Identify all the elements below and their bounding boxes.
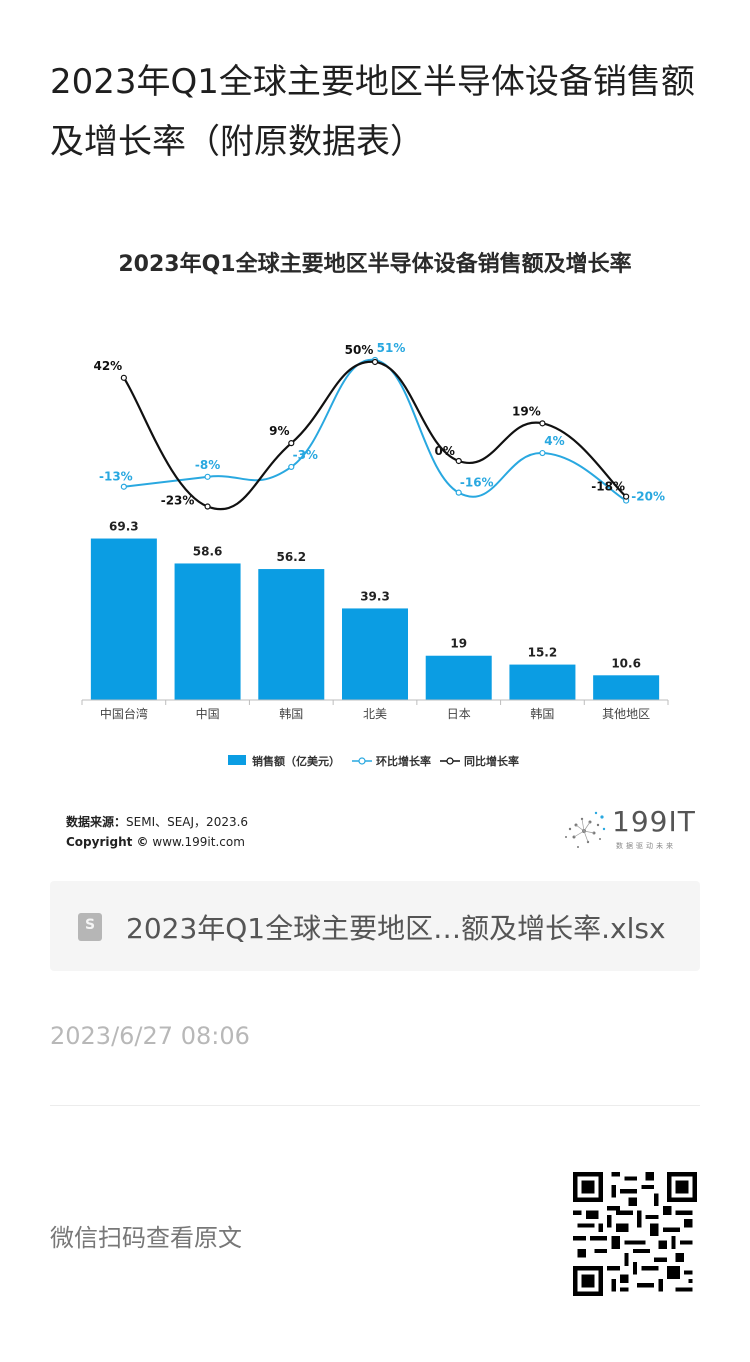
legend-yoy-label: 同比增长率 <box>464 754 519 768</box>
bar <box>593 675 660 700</box>
qr-code-icon[interactable] <box>573 1172 697 1296</box>
x-tick-label: 北美 <box>363 707 387 721</box>
logo-dandelion-icon <box>565 811 606 848</box>
spreadsheet-file-icon: S <box>78 913 102 941</box>
yoy-series-value-label: -23% <box>161 494 195 508</box>
bar-value-label: 58.6 <box>193 544 223 558</box>
yoy-series-value-label: 0% <box>435 444 455 458</box>
chart-title: 2023年Q1全球主要地区半导体设备销售额及增长率 <box>118 252 632 277</box>
x-tick-label: 中国 <box>196 706 220 721</box>
qoq-series-value-label: -20% <box>631 490 665 504</box>
logo-text: 199IT <box>612 805 696 838</box>
yoy-series-value-label: 9% <box>269 424 289 438</box>
bar-value-label: 39.3 <box>360 589 390 603</box>
yoy-series-point <box>120 374 127 381</box>
legend-qoq-label: 环比增长率 <box>376 754 431 768</box>
yoy-series-value-label: 19% <box>512 404 541 418</box>
x-tick-label: 其他地区 <box>602 707 650 721</box>
qoq-series-point <box>539 449 546 457</box>
attachment-card[interactable]: S 2023年Q1全球主要地区…额及增长率.xlsx <box>50 881 700 971</box>
attachment-file-name[interactable]: 2023年Q1全球主要地区…额及增长率.xlsx <box>126 912 666 945</box>
legend-qoq-marker <box>358 757 366 765</box>
qoq-series-point <box>204 473 211 480</box>
logo-subtitle: 数据驱动未来 <box>616 842 676 850</box>
qoq-series-value-label: -3% <box>293 448 318 462</box>
bar <box>174 563 241 700</box>
bar <box>342 608 408 700</box>
qoq-series-value-label: 4% <box>544 434 564 448</box>
bar-value-label: 19 <box>450 637 467 651</box>
qoq-series-value-label: -8% <box>195 458 220 472</box>
legend-yoy-marker <box>446 757 454 765</box>
source-label: 数据来源： <box>66 815 127 829</box>
qoq-series-point <box>120 483 127 490</box>
copyright-value: www.199it.com <box>152 835 245 849</box>
bar <box>509 664 576 700</box>
yoy-series-point <box>623 493 630 500</box>
bar <box>90 538 157 700</box>
publish-timestamp: 2023/6/27 08:06 <box>50 1022 250 1050</box>
legend-bar-label: 销售额（亿美元） <box>252 754 340 768</box>
scan-prompt: 微信扫码查看原文 <box>50 1224 242 1252</box>
yoy-series-point <box>539 420 546 427</box>
chart-card: 2023年Q1全球主要地区半导体设备销售额及增长率 69.3 58.6 56.2 39… <box>50 220 700 870</box>
qoq-series-point <box>288 463 295 471</box>
yoy-series-point <box>288 440 295 447</box>
copyright-label: Copyright © <box>66 835 149 849</box>
qoq-series-value-label: -16% <box>460 476 494 490</box>
legend-bar-swatch <box>228 755 246 765</box>
yoy-series-value-label: 50% <box>345 343 374 357</box>
bar-value-label: 15.2 <box>528 646 558 660</box>
divider <box>50 1105 700 1106</box>
logo-199it: 199IT 数据驱动未来 <box>560 805 700 857</box>
qoq-series-value-label: 51% <box>377 341 406 355</box>
chart-svg: 69.3 58.6 56.2 39.3 19 15.2 10.6 中国台湾 中国 韩国 北美 日本 韩国… <box>81 341 669 768</box>
bar-value-label: 10.6 <box>611 656 641 670</box>
yoy-series-value-label: -18% <box>591 480 625 494</box>
yoy-series-value-label: 42% <box>93 359 122 373</box>
x-tick-label: 日本 <box>447 707 471 721</box>
article-title: 2023年Q1全球主要地区半导体设备销售额及增长率（附原数据表） <box>50 62 695 162</box>
yoy-series-point <box>204 503 211 510</box>
qoq-series-point <box>455 489 462 496</box>
x-tick-label: 中国台湾 <box>100 706 148 721</box>
qoq-series-line <box>123 358 627 502</box>
yoy-series-point <box>371 358 379 366</box>
bar-value-label: 56.2 <box>276 550 306 564</box>
chart-source: 数据来源：SEMI、SEAJ，2023.6 Copyright © www.19… <box>66 812 248 852</box>
bar <box>425 655 492 700</box>
x-tick-label: 韩国 <box>279 706 303 721</box>
qoq-series-value-label: -13% <box>99 470 133 484</box>
yoy-series-point <box>455 457 462 465</box>
source-value: SEMI、SEAJ，2023.6 <box>126 815 249 829</box>
x-tick-label: 韩国 <box>530 706 554 721</box>
bar <box>258 569 325 700</box>
bar-value-label: 69.3 <box>109 520 139 534</box>
